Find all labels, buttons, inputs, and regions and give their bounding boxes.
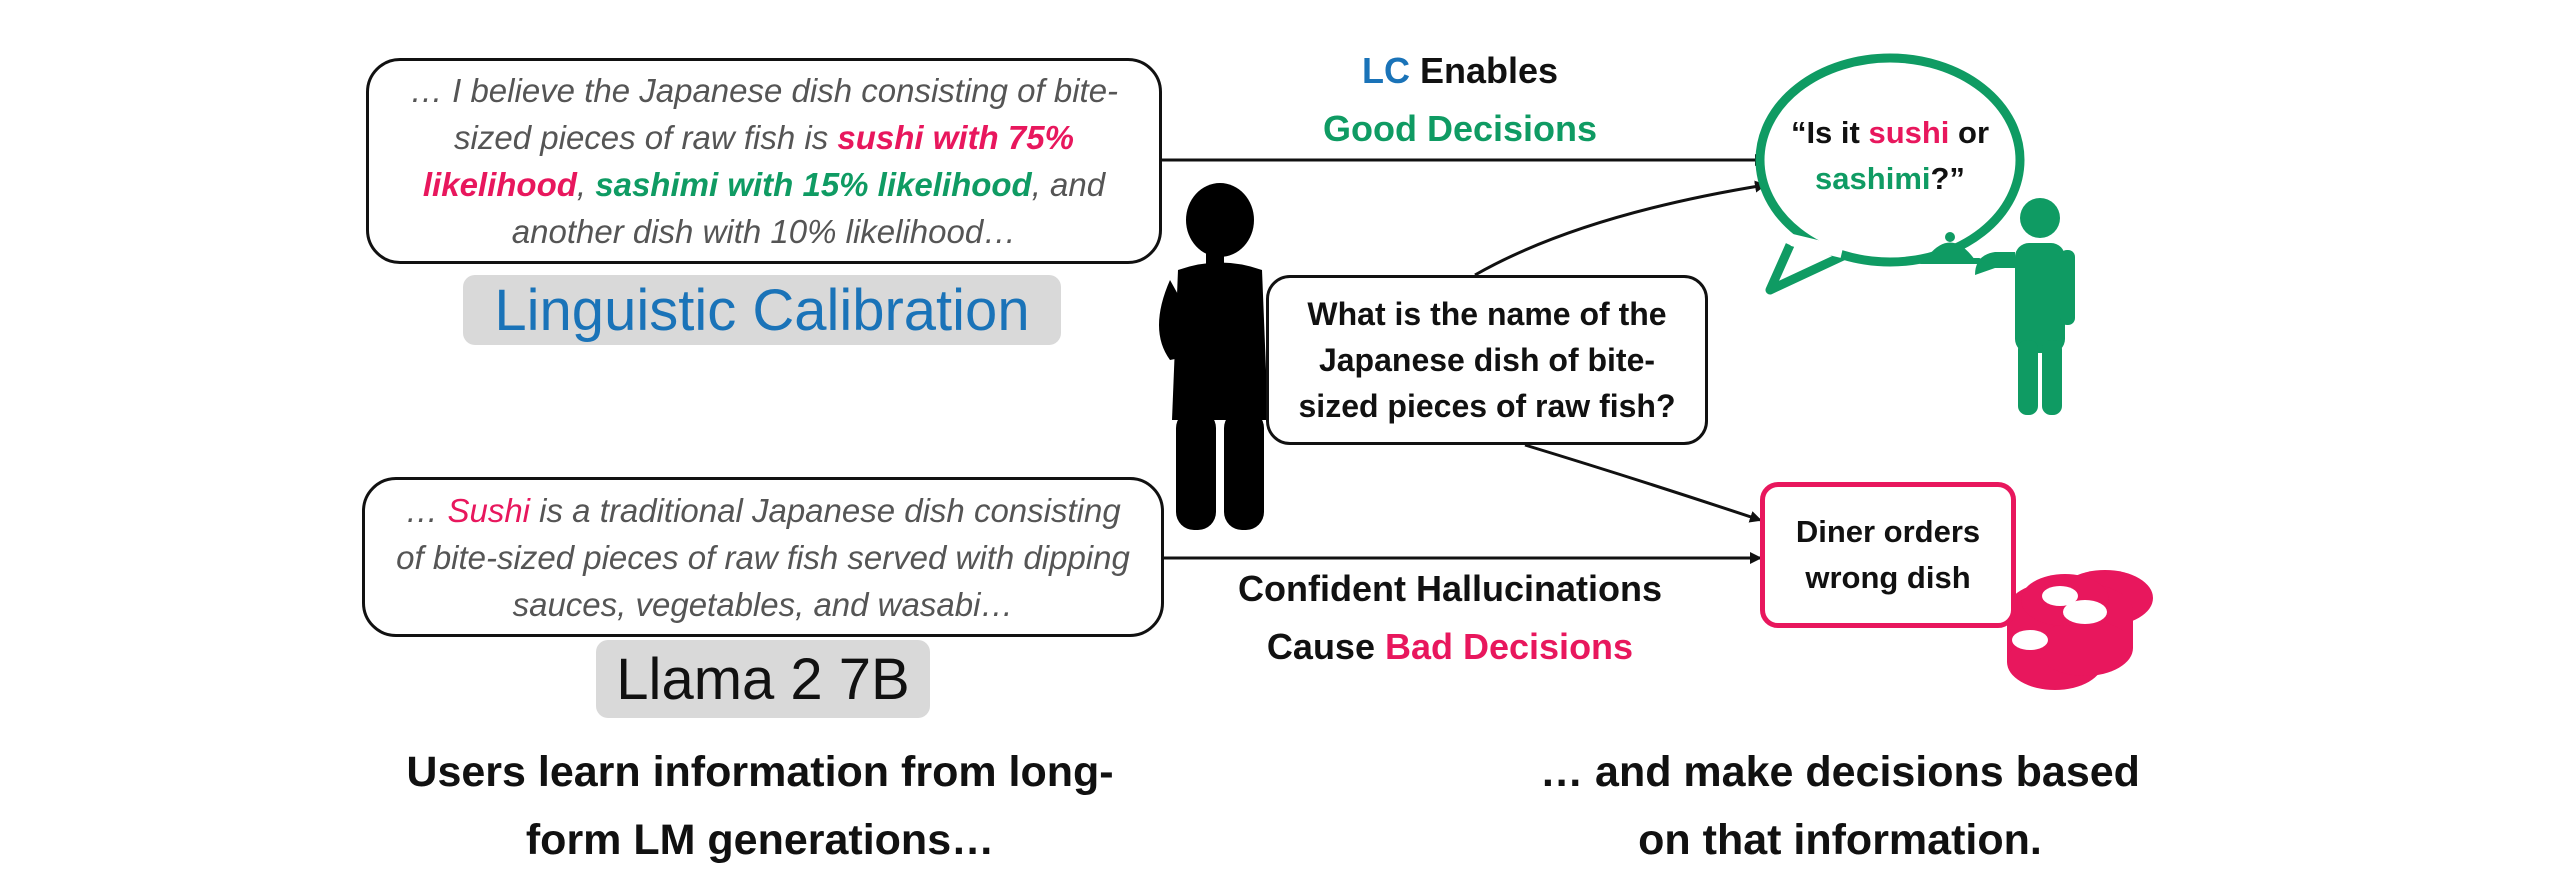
top-arrow-enables: Enables (1409, 50, 1559, 91)
llama-label: Llama 2 7B (596, 640, 930, 718)
bottom-arrow-cause: Cause (1266, 626, 1385, 667)
bottom-arrow-line1: Confident Hallucinations (1237, 568, 1662, 609)
lc-label: Linguistic Calibration (463, 275, 1061, 345)
llama-generation-text: … Sushi is a traditional Japanese dish c… (389, 487, 1137, 628)
lc-text-comma: , (576, 166, 596, 203)
lc-label-text: Linguistic Calibration (494, 277, 1030, 343)
top-arrow-good: Good Decisions (1322, 108, 1598, 149)
arrow-question-to-diner (1524, 443, 1762, 523)
question-box: What is the name of the Japanese dish of… (1266, 275, 1708, 445)
bottom-arrow-line2: Cause Bad Decisions (1190, 618, 1710, 676)
llama-generation-box: … Sushi is a traditional Japanese dish c… (362, 477, 1164, 637)
speech-bubble-icon (1755, 53, 2025, 295)
speech-text: “Is it sushi or sashimi?” (1770, 110, 2010, 202)
lc-text-sushi: sushi with 75% likelihood (422, 119, 1074, 203)
top-arrow-lc: LC (1361, 50, 1410, 91)
bottom-arrow-label: Confident Hallucinations Cause Bad Decis… (1190, 560, 1710, 676)
speech-mid: or (1949, 115, 1990, 150)
top-arrow-label: LC Enables Good Decisions (1250, 42, 1670, 158)
diner-outcome-box: Diner orders wrong dish (1760, 482, 2016, 628)
speech-sushi: sushi (1868, 115, 1950, 150)
speech-open: “Is it (1790, 115, 1869, 150)
bottom-arrow-bad: Bad Decisions (1384, 626, 1634, 667)
arrow-question-to-speech (1474, 180, 1767, 277)
diner-outcome-text: Diner orders wrong dish (1795, 514, 1981, 595)
lc-generation-text: … I believe the Japanese dish consisting… (393, 67, 1135, 255)
top-arrow-line1: LC Enables (1250, 42, 1670, 100)
llama-text-prefix: … (405, 491, 448, 529)
waiter-icon (1918, 198, 2075, 415)
lc-generation-box: … I believe the Japanese dish consisting… (366, 58, 1162, 264)
thinking-person-icon (1159, 183, 1268, 530)
caption-left: Users learn information from long-form L… (406, 748, 1114, 864)
llama-label-text: Llama 2 7B (616, 646, 910, 712)
sushi-icon (2007, 570, 2153, 690)
speech-sashimi: sashimi (1815, 161, 1931, 196)
question-text: What is the name of the Japanese dish of… (1298, 296, 1676, 424)
lc-text-suffix: , and another dish with 10% likelihood… (511, 166, 1106, 250)
llama-text-sushi: Sushi (447, 491, 531, 529)
lc-text-prefix: … I believe the Japanese dish consisting… (409, 72, 1119, 156)
speech-close: ?” (1930, 161, 1965, 196)
llama-text-suffix: is a traditional Japanese dish consistin… (396, 491, 1130, 623)
caption-right: … and make decisions based on that infor… (1540, 748, 2140, 864)
lc-text-sashimi: sashimi with 15% likelihood (595, 166, 1032, 203)
